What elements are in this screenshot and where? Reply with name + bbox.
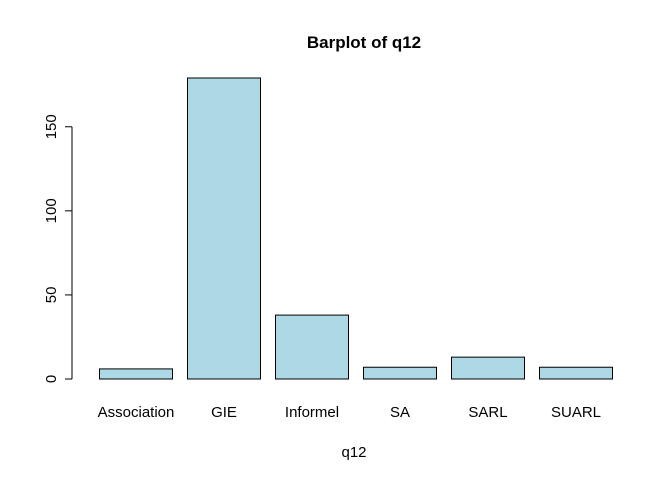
x-tick-label: SUARL: [551, 404, 601, 421]
bar-informel: [275, 314, 349, 380]
y-tick-label: 100: [43, 198, 60, 223]
x-tick-label: Association: [98, 404, 175, 421]
y-axis: 0 50 100 150: [43, 114, 73, 383]
x-tick-label: SARL: [468, 404, 507, 421]
y-tick-label: 150: [43, 114, 60, 139]
chart-title: Barplot of q12: [307, 33, 421, 52]
x-axis-label: q12: [341, 444, 366, 461]
y-tick-label: 0: [43, 375, 60, 383]
bar-suarl: [539, 366, 613, 380]
x-tick-labels: Association GIE Informel SA SARL SUARL: [98, 404, 601, 421]
bar-sarl: [451, 356, 525, 380]
x-tick-label: Informel: [285, 404, 339, 421]
bar-association: [99, 368, 173, 380]
bars-group: [99, 77, 613, 380]
x-tick-label: GIE: [211, 404, 237, 421]
bar-gie: [187, 77, 261, 380]
bar-sa: [363, 366, 437, 380]
x-tick-label: SA: [390, 404, 410, 421]
y-tick-label: 50: [43, 287, 60, 304]
